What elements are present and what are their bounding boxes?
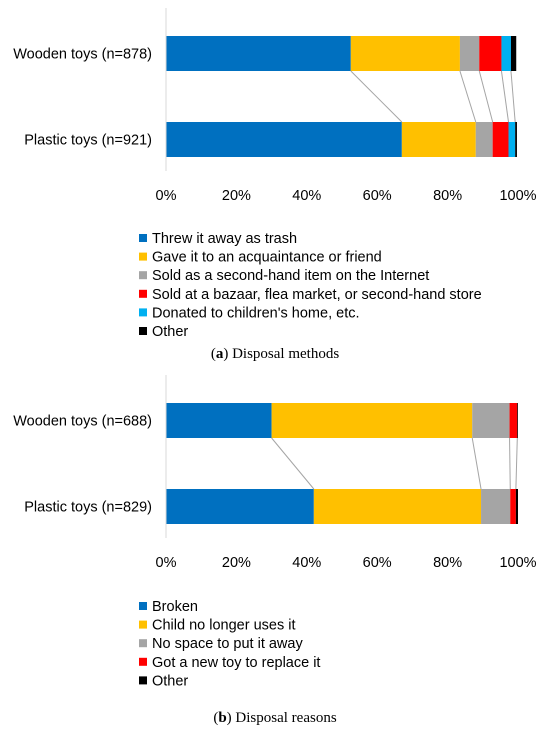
x-tick-label: 80% <box>433 188 462 204</box>
bar-segment <box>515 489 518 524</box>
series-line <box>500 70 509 123</box>
legend-entry: Threw it away as trash <box>152 231 297 247</box>
panel-letter: a <box>216 346 224 362</box>
legend-entry: Donated to children's home, etc. <box>152 305 360 321</box>
x-tick-label: 20% <box>222 555 251 571</box>
x-tick-label: 60% <box>363 188 392 204</box>
x-tick-label: 100% <box>499 555 536 571</box>
legend-swatch <box>139 602 147 610</box>
series-line <box>350 70 403 123</box>
bar-segment <box>459 36 480 71</box>
legend-entry: No space to put it away <box>152 636 303 652</box>
bar-segment <box>313 489 482 524</box>
bar-segment <box>166 122 402 157</box>
bar-segment <box>501 36 511 71</box>
bar-segment <box>401 122 476 157</box>
bar-segment <box>517 403 518 438</box>
x-tick-label: 40% <box>292 555 321 571</box>
category-label: Plastic toys (n=829) <box>24 500 152 516</box>
bar-segment <box>492 122 509 157</box>
legend-swatch <box>139 639 147 648</box>
legend-swatch <box>139 271 147 280</box>
series-line <box>271 437 315 490</box>
panel-a: Wooden toys (n=878) Plastic toys (n=921) 0… <box>13 8 537 362</box>
bar-segment <box>271 403 473 438</box>
bar-segment <box>515 122 517 157</box>
x-tick-label: 60% <box>363 555 392 571</box>
legend-swatch <box>139 657 147 666</box>
bar-segment <box>481 489 511 524</box>
series-line <box>459 70 477 123</box>
x-tick-label: 20% <box>222 188 251 204</box>
bar-segment <box>479 36 502 71</box>
legend-entry: Other <box>152 324 188 340</box>
x-tick-label: 100% <box>499 188 536 204</box>
bar-segment <box>510 36 517 71</box>
category-label: Wooden toys (n=688) <box>13 414 152 430</box>
bar-segment <box>472 403 510 438</box>
category-label: Plastic toys (n=921) <box>24 133 152 149</box>
series-line <box>478 70 494 123</box>
legend-entry: Sold at a bazaar, flea market, or second… <box>152 287 482 303</box>
legend-entry: Child no longer uses it <box>152 618 295 634</box>
legend-swatch <box>139 676 147 685</box>
bar-segment <box>508 122 516 157</box>
legend-entry: Gave it to an acquaintance or friend <box>152 250 382 266</box>
bar-segment <box>475 122 493 157</box>
legend-entry: Broken <box>152 599 198 615</box>
legend-entry: Got a new toy to replace it <box>152 655 320 671</box>
panel-letter: b <box>218 710 226 726</box>
x-tick-label: 0% <box>156 555 177 571</box>
legend-entry: Other <box>152 673 188 689</box>
x-tick-label: 40% <box>292 188 321 204</box>
x-tick-label: 80% <box>433 555 462 571</box>
panel-caption: (a) Disposal methods <box>211 346 339 362</box>
legend-swatch <box>139 289 147 298</box>
x-tick-label: 0% <box>156 188 177 204</box>
series-line <box>471 437 482 490</box>
bar-segment <box>166 403 272 438</box>
panel-b: Wooden toys (n=688) Plastic toys (n=829) 0… <box>13 375 537 726</box>
bar-segment <box>166 36 351 71</box>
bar-segment <box>166 489 314 524</box>
bar-segment <box>350 36 460 71</box>
legend-swatch <box>139 252 147 261</box>
panel-caption: (b) Disposal reasons <box>213 710 336 726</box>
category-label: Wooden toys (n=878) <box>13 47 152 63</box>
legend-entry: Sold as a second-hand item on the Intern… <box>152 268 429 284</box>
series-line <box>510 70 516 123</box>
bar-segment <box>509 403 518 438</box>
series-line <box>515 437 518 490</box>
legend-swatch <box>139 327 147 335</box>
legend-swatch <box>139 308 147 317</box>
legend-swatch <box>139 234 147 242</box>
bar-segment <box>510 489 516 524</box>
legend-swatch <box>139 620 147 629</box>
series-line <box>509 437 511 490</box>
